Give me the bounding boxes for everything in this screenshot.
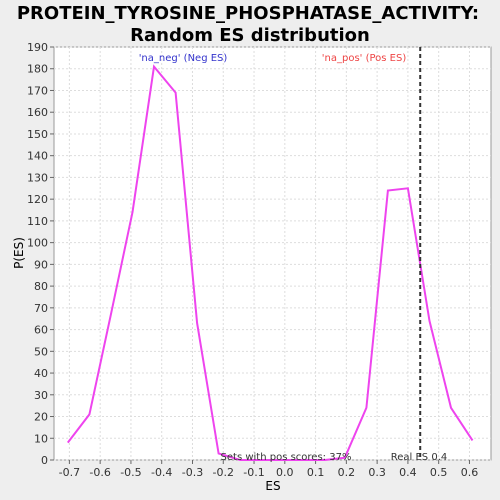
real-es-label: Real ES 0.4 — [391, 452, 447, 463]
x-axis-label: ES — [265, 479, 280, 493]
chart-title-line1: PROTEIN_TYROSINE_PHOSPHATASE_ACTIVITY: — [17, 3, 479, 24]
y-tick-label: 140 — [27, 150, 48, 163]
y-tick-label: 80 — [34, 280, 48, 293]
y-tick-label: 10 — [34, 432, 48, 445]
x-tick-label: -0.6 — [89, 466, 110, 479]
chart-title-line2: Random ES distribution — [130, 25, 370, 46]
grid — [54, 46, 491, 461]
y-tick-label: 90 — [34, 258, 48, 271]
pos-scores-annotation: Sets with pos scores: 37% — [221, 452, 352, 463]
y-tick-label: 0 — [41, 454, 48, 467]
y-tick-label: 100 — [27, 237, 48, 250]
pos-es-annotation: 'na_pos' (Pos ES) — [322, 53, 407, 64]
y-tick-label: 30 — [34, 389, 48, 402]
x-tick-label: -0.1 — [243, 466, 264, 479]
y-axis-ticks: 0 10 20 30 40 50 60 70 80 90 100 110 120 130 140 150 160… — [27, 41, 54, 467]
x-tick-label: -0.5 — [120, 466, 141, 479]
x-axis-ticks: -0.7 -0.6 -0.5 -0.4 -0.3 -0.2 -0.1 0.0 0.1 0.2 0.3… — [59, 460, 479, 479]
y-tick-label: 170 — [27, 84, 48, 97]
y-tick-label: 60 — [34, 324, 48, 337]
y-tick-label: 50 — [34, 345, 48, 358]
x-tick-label: 0.3 — [368, 466, 386, 479]
y-tick-label: 160 — [27, 106, 48, 119]
x-tick-label: 0.2 — [338, 466, 356, 479]
x-tick-label: -0.3 — [182, 466, 203, 479]
y-tick-label: 150 — [27, 128, 48, 141]
y-tick-label: 130 — [27, 171, 48, 184]
y-tick-label: 120 — [27, 193, 48, 206]
x-tick-label: -0.4 — [151, 466, 172, 479]
plot-area — [53, 46, 492, 461]
y-tick-label: 180 — [27, 63, 48, 76]
series-line — [67, 64, 474, 461]
x-tick-label: 0.6 — [461, 466, 479, 479]
x-tick-label: 0.0 — [276, 466, 294, 479]
x-tick-label: 0.4 — [399, 466, 417, 479]
x-tick-label: -0.7 — [59, 466, 80, 479]
y-tick-label: 190 — [27, 41, 48, 54]
y-tick-label: 110 — [27, 215, 48, 228]
neg-es-annotation: 'na_neg' (Neg ES) — [139, 53, 228, 64]
x-tick-label: 0.1 — [307, 466, 325, 479]
y-axis-label: P(ES) — [12, 237, 26, 269]
y-tick-label: 20 — [34, 411, 48, 424]
y-tick-label: 70 — [34, 302, 48, 315]
x-tick-label: 0.5 — [430, 466, 448, 479]
y-tick-label: 40 — [34, 367, 48, 380]
x-tick-label: -0.2 — [213, 466, 234, 479]
